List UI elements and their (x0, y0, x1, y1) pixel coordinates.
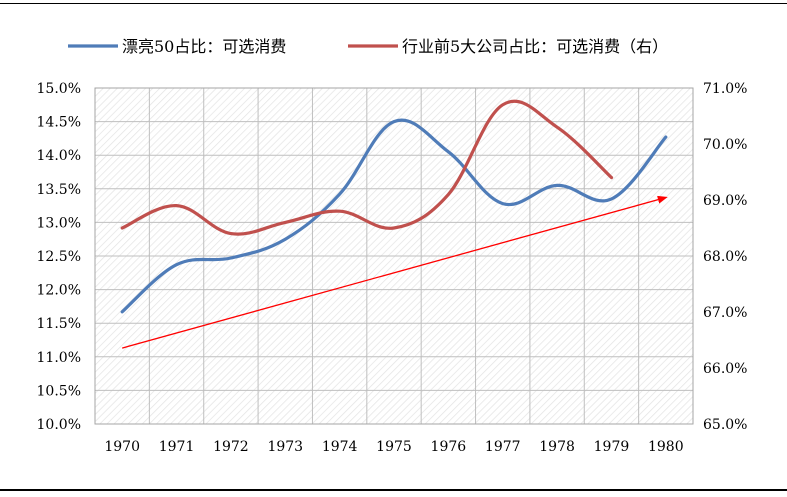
right-tick-label: 66.0% (703, 361, 747, 377)
right-tick-label: 71.0% (703, 81, 747, 97)
top-border (0, 3, 787, 4)
right-axis: 65.0% 66.0% 67.0% 68.0% 69.0% 70.0% 71.0% (703, 81, 747, 433)
left-tick-label: 10.0% (37, 417, 81, 433)
left-tick-label: 14.0% (37, 148, 81, 164)
right-tick-label: 65.0% (703, 417, 747, 433)
x-axis: 1970 1971 1972 1973 1974 1975 1976 1977 1978 1979… (104, 439, 683, 455)
x-tick-label: 1977 (485, 439, 521, 455)
left-tick-label: 15.0% (37, 81, 81, 97)
left-axis: 10.0% 10.5% 11.0% 11.5% 12.0% 12.5% 13.0% 13.5%… (37, 81, 81, 433)
left-tick-label: 11.5% (37, 316, 81, 332)
left-tick-label: 13.5% (37, 182, 81, 198)
x-tick-label: 1974 (322, 439, 358, 455)
left-tick-label: 13.0% (37, 215, 81, 231)
legend-label-1: 漂亮50占比：可选消费 (122, 37, 286, 56)
x-tick-label: 1979 (594, 439, 630, 455)
right-tick-label: 68.0% (703, 249, 747, 265)
left-tick-label: 11.0% (37, 350, 81, 366)
left-tick-label: 12.5% (37, 249, 81, 265)
left-tick-label: 10.5% (37, 383, 81, 399)
right-tick-label: 69.0% (703, 193, 747, 209)
x-tick-label: 1976 (431, 439, 467, 455)
left-tick-label: 14.5% (37, 115, 81, 131)
x-tick-label: 1972 (213, 439, 249, 455)
x-tick-label: 1970 (104, 439, 140, 455)
x-tick-label: 1971 (159, 439, 195, 455)
x-tick-label: 1978 (539, 439, 575, 455)
legend: 漂亮50占比：可选消费 行业前5大公司占比：可选消费（右） (68, 37, 668, 56)
x-tick-label: 1973 (267, 439, 303, 455)
right-tick-label: 70.0% (703, 137, 747, 153)
right-tick-label: 67.0% (703, 305, 747, 321)
x-tick-label: 1975 (376, 439, 412, 455)
bottom-border (0, 489, 787, 491)
x-tick-label: 1980 (648, 439, 684, 455)
legend-label-2: 行业前5大公司占比：可选消费（右） (402, 37, 668, 56)
left-tick-label: 12.0% (37, 283, 81, 299)
